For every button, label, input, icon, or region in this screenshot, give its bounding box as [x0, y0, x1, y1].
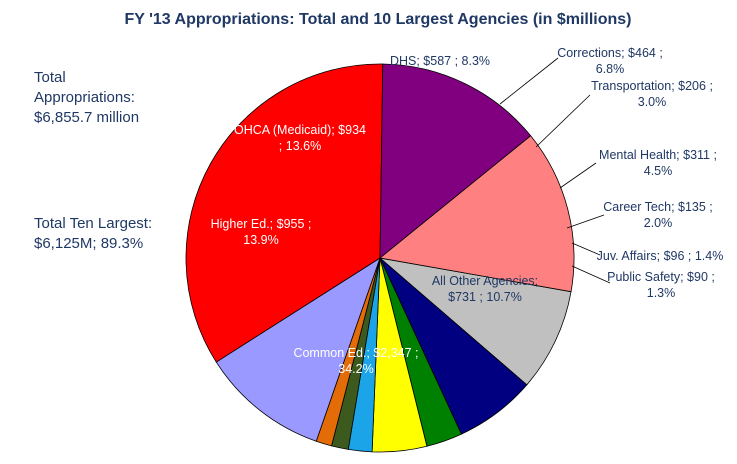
slice-label-ohca-medicaid: OHCA (Medicaid); $934; 13.6% — [234, 123, 366, 153]
slice-label-corrections: Corrections; $464 ; 6.8% — [557, 46, 663, 76]
slice-label-dhs: DHS; $587 ; 8.3% — [390, 54, 490, 68]
leader-line-transportation — [535, 94, 591, 148]
leader-line-mental-health — [559, 162, 597, 189]
slice-label-career-tech: Career Tech; $135 ; 2.0% — [603, 200, 713, 230]
slice-label-public-safety: Public Safety; $90 ; 1.3% — [607, 270, 715, 300]
pie-slice-ohca-medicaid — [379, 135, 575, 293]
slice-label-all-other-agencies: All Other Agencies; $731 ; 10.7% — [432, 274, 538, 304]
leader-line-corrections — [499, 57, 559, 105]
leader-line-juv-affairs — [571, 242, 601, 256]
slice-label-transportation: Transportation; $206 ; 3.0% — [591, 79, 713, 109]
pie-slice-common-ed — [185, 63, 384, 363]
pie-slice-dhs — [378, 257, 572, 386]
slice-labels: DHS; $587 ; 8.3% Corrections; $464 ; 6.8%T… — [211, 46, 724, 376]
leader-line-career-tech — [566, 214, 605, 229]
slice-label-juv-affairs: Juv. Affairs; $96 ; 1.4% — [597, 249, 724, 263]
pie-slice-all-other-agencies — [215, 257, 381, 442]
leader-lines — [499, 57, 611, 284]
pie-slice-higher-ed — [379, 63, 532, 259]
slice-label-higher-ed: Higher Ed.; $955 ; 13.9% — [211, 217, 312, 247]
total-appropriations-note: Total Appropriations: $6,855.7 million — [34, 69, 139, 126]
pie-slices — [185, 63, 575, 453]
ten-largest-note: Total Ten Largest: $6,125M; 89.3% — [34, 215, 156, 252]
chart-title: FY '13 Appropriations: Total and 10 Larg… — [124, 11, 631, 28]
slice-label-common-ed: Common Ed.; $2,347 ; 34.2% — [293, 346, 418, 376]
slice-label-mental-health: Mental Health; $311 ; 4.5% — [599, 148, 717, 178]
leader-line-public-safety — [571, 265, 611, 284]
